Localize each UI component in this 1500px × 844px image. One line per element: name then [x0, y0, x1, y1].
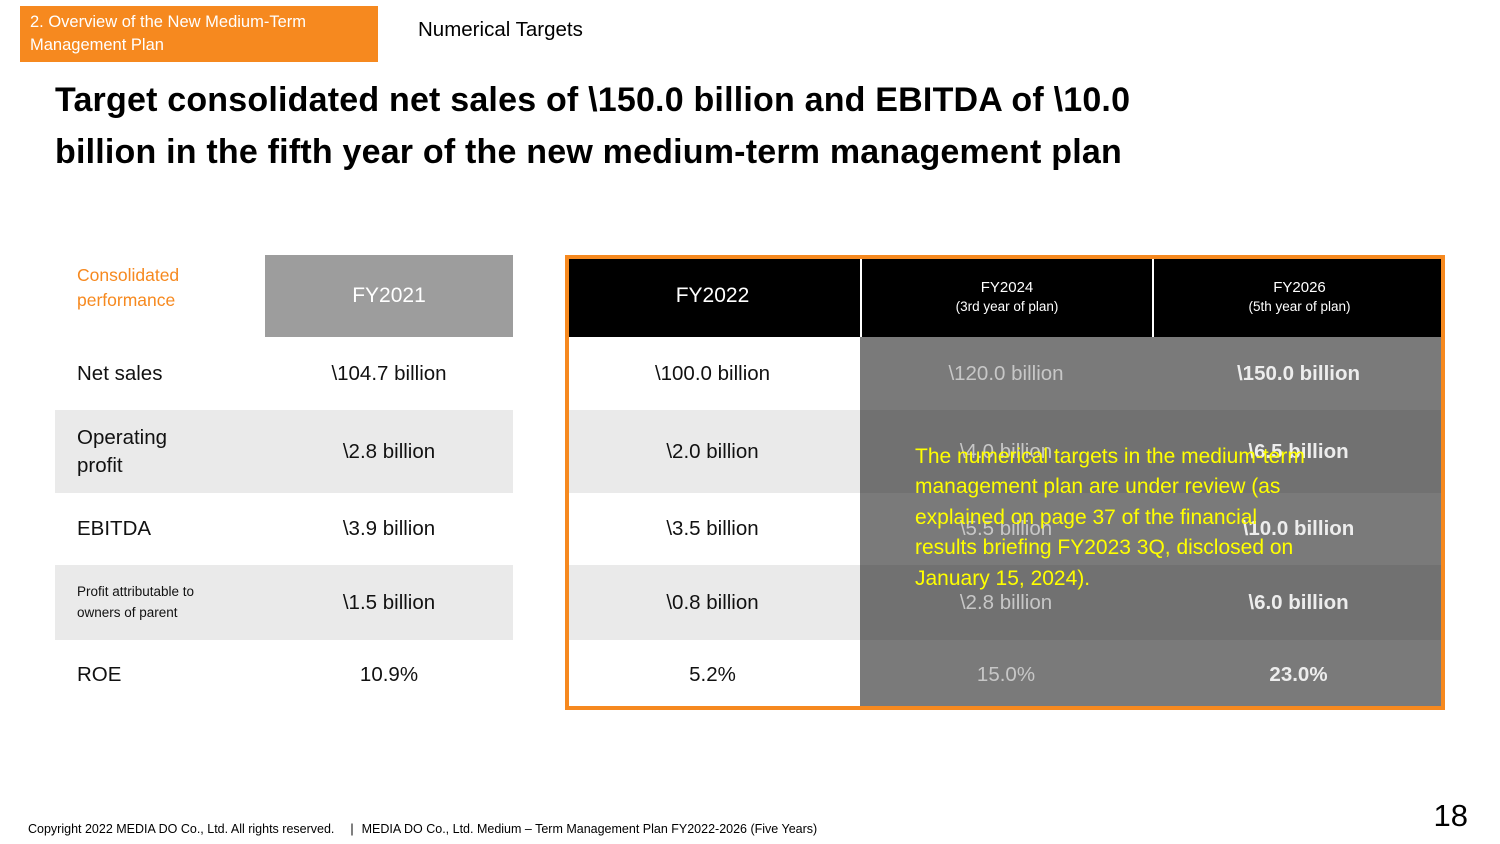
column-header-fy2026-label: FY2026: [1273, 278, 1326, 296]
cell-roe-fy2024: 15.0%: [860, 640, 1152, 710]
column-header-fy2024-label: FY2024: [980, 278, 1034, 296]
footer-plan-text: MEDIA DO Co., Ltd. Medium – Term Managem…: [361, 822, 818, 836]
column-header-fy2024-sublabel: (3rd year of plan): [955, 298, 1059, 314]
cell-ebitda-fy2022: \3.5 billion: [666, 517, 759, 540]
cell-operating-profit-fy2024: \4.0 billion: [860, 410, 1152, 493]
column-gap: [513, 410, 565, 493]
cell-net-sales-fy2021: \104.7 billion: [331, 361, 447, 385]
column-gap: [513, 565, 565, 640]
section-badge: 2. Overview of the New Medium-Term Manag…: [20, 6, 378, 63]
column-header-fy2026: FY2026 (5th year of plan): [1152, 255, 1445, 337]
cell-profit-attributable-fy2026: \6.0 billion: [1152, 565, 1445, 640]
cell-net-sales-fy2024: \120.0 billion: [860, 337, 1152, 410]
row-label-roe: ROE: [77, 663, 122, 687]
cell-operating-profit-fy2026: \6.5 billion: [1152, 410, 1445, 493]
row-label-operating-profit: Operating profit: [55, 410, 265, 493]
column-header-fy2021: FY2021: [265, 255, 513, 337]
row-label-ebitda: EBITDA: [77, 517, 152, 541]
cell-profit-attributable-fy2022: \0.8 billion: [565, 565, 860, 640]
copyright-text: Copyright 2022 MEDIA DO Co., Ltd. All ri…: [28, 822, 335, 836]
column-header-fy2026-sublabel: (5th year of plan): [1248, 298, 1351, 314]
cell-ebitda-fy2024: \5.5 billion: [860, 493, 1152, 565]
cell-operating-profit-fy2022: \2.0 billion: [565, 410, 860, 493]
section-subtitle: Numerical Targets: [418, 18, 583, 41]
cell-net-sales-fy2026: \150.0 billion: [1152, 337, 1445, 410]
cell-roe-fy2021: 10.9%: [359, 663, 419, 686]
column-gap: [513, 337, 565, 410]
cell-roe-fy2022: 5.2%: [689, 663, 736, 686]
cell-operating-profit-fy2021: \2.8 billion: [265, 410, 513, 493]
column-gap: [513, 255, 565, 337]
column-gap: [513, 640, 565, 710]
column-header-fy2022: FY2022: [565, 255, 860, 337]
cell-net-sales-fy2022: \100.0 billion: [654, 361, 771, 385]
cell-profit-attributable-fy2024: \2.8 billion: [860, 565, 1152, 640]
cell-ebitda-fy2021: \3.9 billion: [342, 517, 436, 540]
footer: Copyright 2022 MEDIA DO Co., Ltd. All ri…: [28, 822, 817, 836]
cell-ebitda-fy2026: \10.0 billion: [1152, 493, 1445, 565]
cell-roe-fy2026: 23.0%: [1152, 640, 1445, 710]
column-header-fy2024: FY2024 (3rd year of plan): [860, 255, 1152, 337]
row-label-profit-attributable: Profit attributable to owners of parent: [55, 565, 265, 640]
page-number: 18: [1433, 798, 1468, 833]
under-review-notice: The numerical targets in the medium-term…: [915, 445, 1305, 590]
performance-table: Consolidated performance FY2021 FY2022 F…: [55, 255, 1445, 710]
row-label-net-sales: Net sales: [77, 361, 163, 385]
cell-profit-attributable-fy2021: \1.5 billion: [265, 565, 513, 640]
slide-title: Target consolidated net sales of \150.0 …: [55, 81, 1131, 172]
column-gap: [513, 493, 565, 565]
footer-divider: |: [350, 822, 354, 836]
corner-label: Consolidated performance: [77, 265, 180, 311]
